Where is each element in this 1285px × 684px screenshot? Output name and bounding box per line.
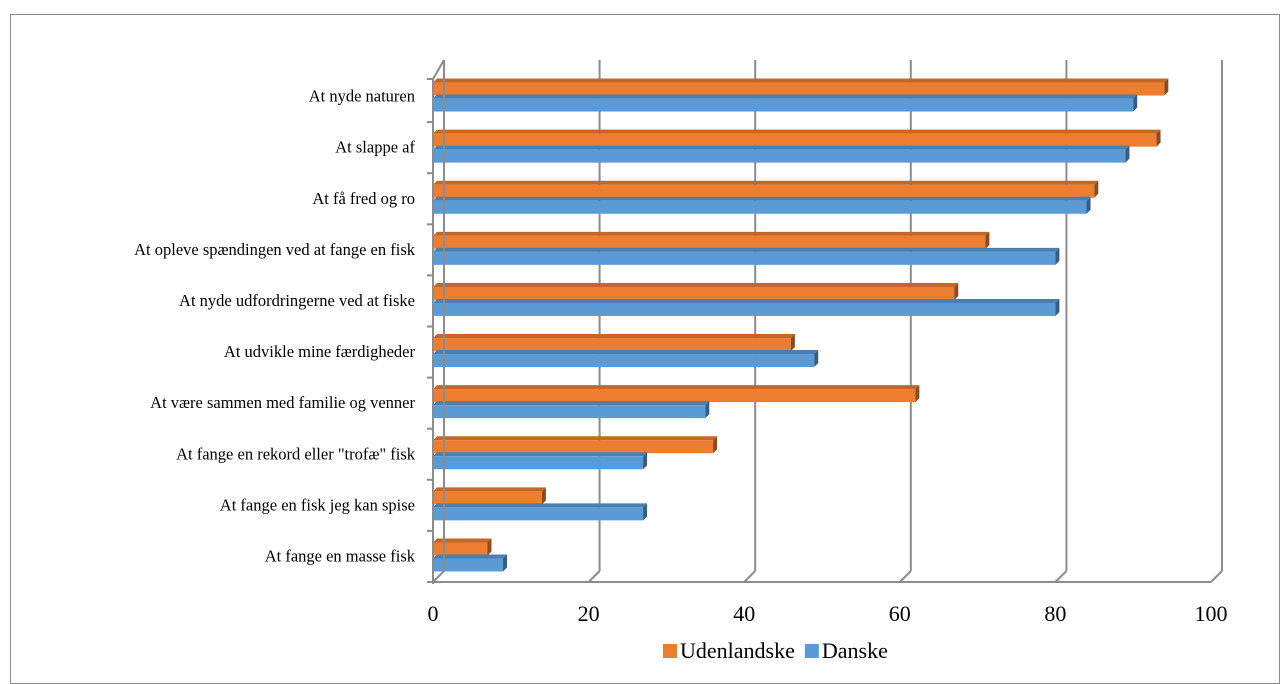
bar-top-face <box>433 196 1091 201</box>
category-labels: At nyde naturen At slappe af At få fred og… <box>134 87 416 566</box>
bar <box>433 302 1056 316</box>
legend: Udenlandske Danske <box>663 638 888 663</box>
bar-top-face <box>433 282 959 287</box>
bar-top-face <box>433 503 648 508</box>
category-label: At opleve spændingen ved at fange en fis… <box>134 240 416 259</box>
bar-top-face <box>433 78 1169 83</box>
bar-top-face <box>433 554 508 559</box>
bar <box>433 184 1095 198</box>
bar <box>433 558 504 572</box>
x-tick-label: 40 <box>733 601 755 626</box>
category-label: At fange en masse fisk <box>265 546 416 565</box>
legend-swatch <box>804 644 819 658</box>
bar-side-face <box>985 231 990 249</box>
x-tick-label: 20 <box>578 601 600 626</box>
bar-top-face <box>433 231 990 236</box>
bar-side-face <box>643 503 648 521</box>
floor-gridline <box>1054 570 1068 583</box>
legend-swatch <box>663 644 677 658</box>
bar-top-face <box>433 145 1130 150</box>
bar-top-face <box>433 129 1161 134</box>
bar-top-face <box>433 385 920 390</box>
bar-side-face <box>705 401 710 419</box>
bar-side-face <box>487 538 492 556</box>
chart-container: At nyde naturen At slappe af At få fred og… <box>10 14 1280 684</box>
bar <box>433 149 1126 163</box>
bar <box>433 235 986 249</box>
bar <box>433 456 644 470</box>
floor-gridline <box>743 570 756 583</box>
category-label: At fange en fisk jeg kan spise <box>220 495 415 514</box>
bar <box>433 491 542 505</box>
bar <box>433 286 955 300</box>
floor-gridline <box>432 570 445 583</box>
y-axis-top-edge <box>432 59 445 80</box>
bar-top-face <box>433 334 795 339</box>
bar-side-face <box>814 350 819 368</box>
category-label: At udvikle mine færdigheder <box>224 342 416 361</box>
x-tick-label: 0 <box>428 601 439 626</box>
bar-top-face <box>433 452 648 457</box>
bar-side-face <box>1055 298 1060 316</box>
bar <box>433 98 1134 112</box>
bar <box>433 440 714 454</box>
bar-side-face <box>1094 180 1099 198</box>
bar-top-face <box>433 401 710 406</box>
bar-top-face <box>433 350 819 355</box>
x-tick-label: 80 <box>1044 601 1066 626</box>
bar <box>433 133 1157 147</box>
bar-side-face <box>790 334 795 352</box>
bar-top-face <box>433 436 718 441</box>
bar-top-face <box>433 247 1060 252</box>
bar <box>433 507 644 521</box>
bar-side-face <box>915 385 920 403</box>
bar-side-face <box>503 554 508 572</box>
bar <box>433 405 706 419</box>
bar <box>433 542 488 556</box>
category-label: At slappe af <box>335 138 415 157</box>
bar-side-face <box>1156 129 1161 147</box>
floor-gridline <box>899 570 912 583</box>
category-label: At fange en rekord eller "trofæ" fisk <box>176 444 416 463</box>
x-tick-labels: 0 20 40 60 80 100 <box>428 601 1228 626</box>
bar <box>433 200 1087 214</box>
bar-side-face <box>643 452 648 470</box>
bar-side-face <box>541 487 546 505</box>
bar-side-face <box>954 282 959 300</box>
x-tick-label: 60 <box>889 601 911 626</box>
bar <box>433 251 1056 265</box>
category-label: At være sammen med familie og venner <box>150 393 415 412</box>
axes <box>427 59 1211 584</box>
legend-label: Udenlandske <box>680 638 795 663</box>
bar-top-face <box>433 538 492 543</box>
bar-side-face <box>1086 196 1091 214</box>
bar-top-face <box>433 298 1060 303</box>
category-label: At nyde udfordringerne ved at fiske <box>179 291 415 310</box>
bar-chart: At nyde naturen At slappe af At få fred og… <box>134 59 1228 663</box>
bar-top-face <box>433 487 546 492</box>
bar-top-face <box>433 180 1099 185</box>
bar-side-face <box>1164 78 1169 96</box>
bars <box>433 78 1169 572</box>
bar <box>433 354 815 368</box>
x-tick-label: 100 <box>1195 601 1228 626</box>
bar-side-face <box>713 436 718 454</box>
bar-side-face <box>1125 145 1130 163</box>
bar <box>433 389 916 403</box>
bar <box>433 82 1165 96</box>
category-label: At få fred og ro <box>312 189 415 208</box>
bar-top-face <box>433 94 1138 99</box>
floor-gridline <box>587 570 601 583</box>
bar-side-face <box>1055 247 1060 265</box>
category-label: At nyde naturen <box>309 87 415 106</box>
bar <box>433 338 791 352</box>
bar-side-face <box>1133 94 1138 112</box>
legend-label: Danske <box>822 638 888 663</box>
floor-gridline <box>1210 570 1223 583</box>
